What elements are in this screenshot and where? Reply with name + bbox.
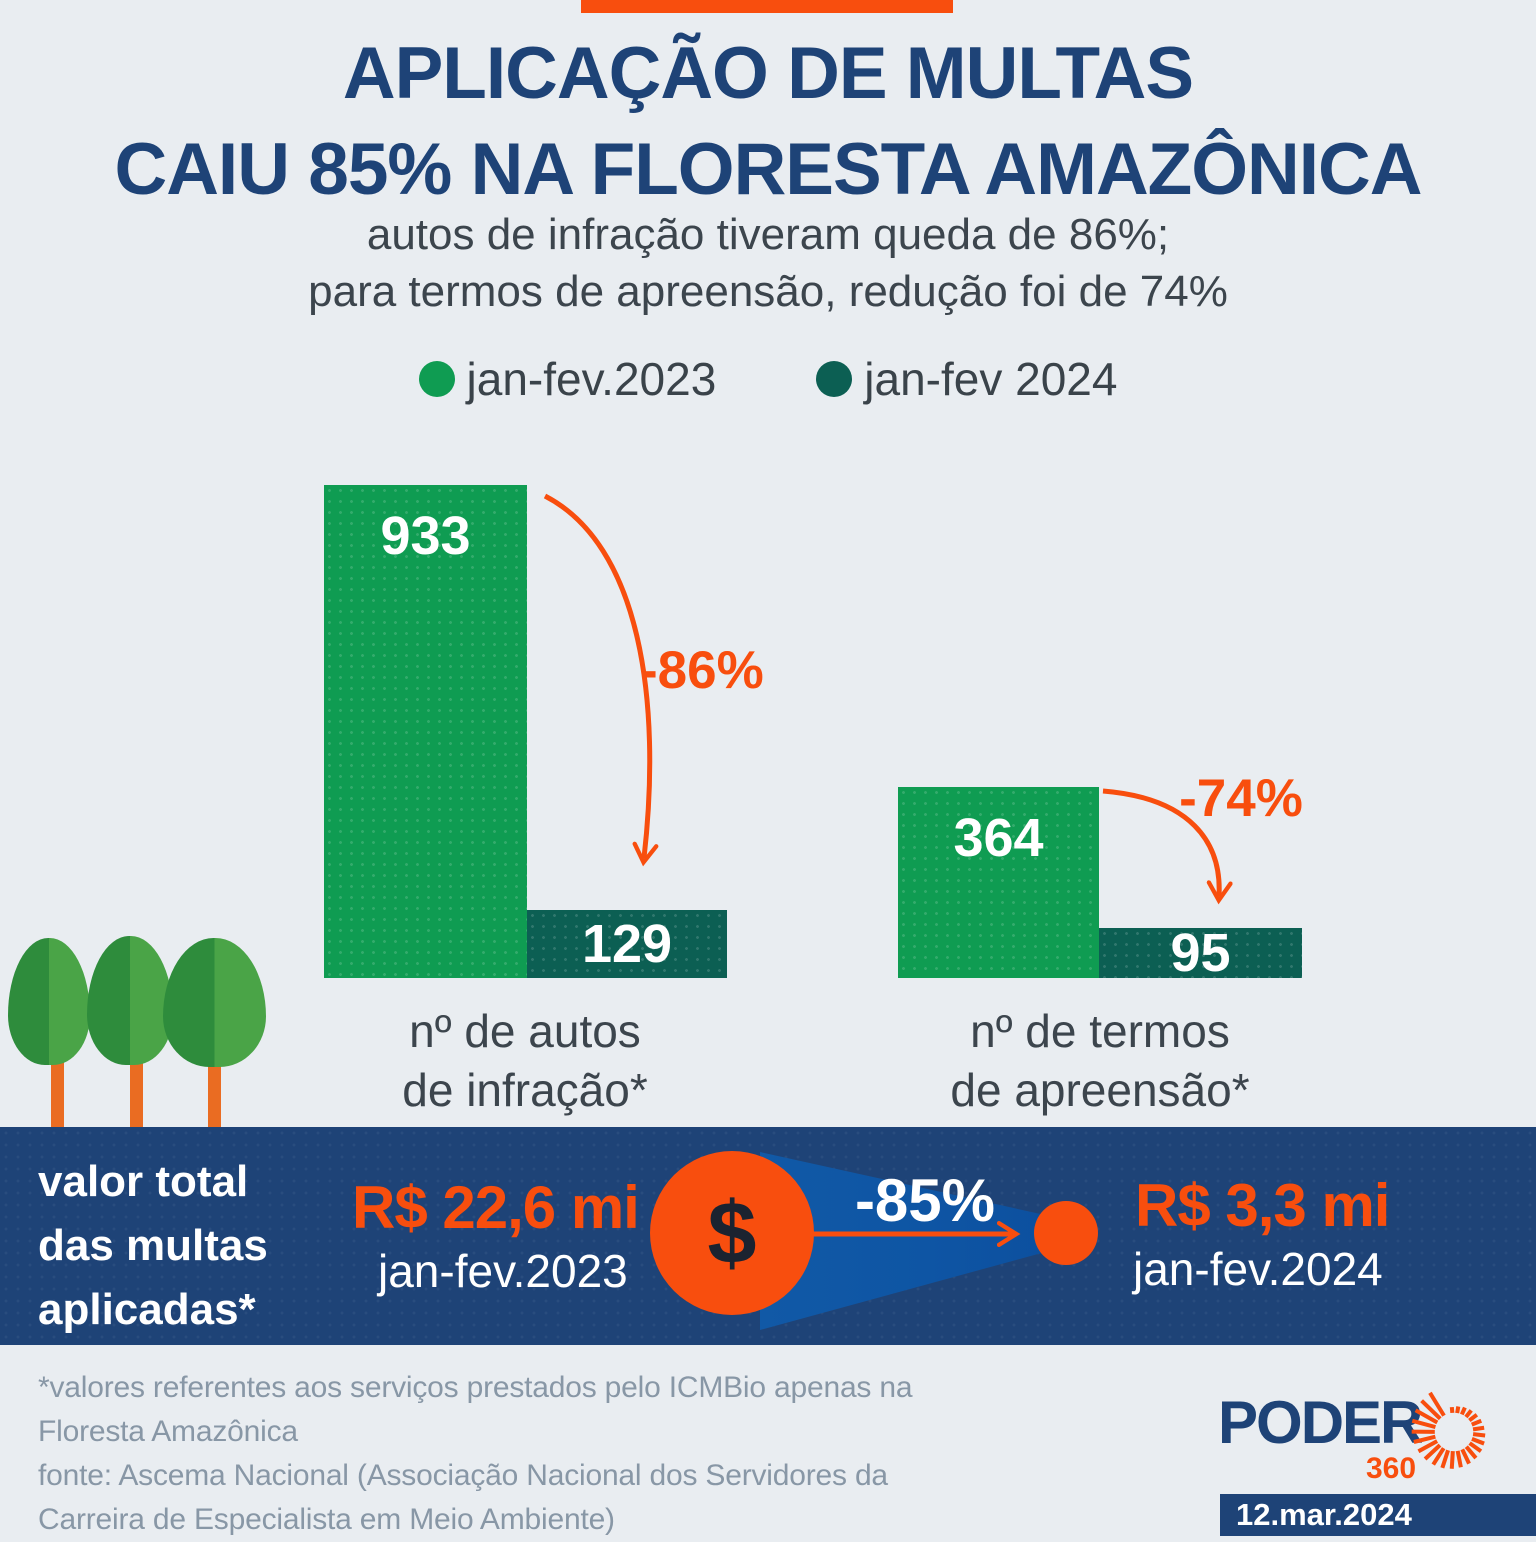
date-label: 12.mar.2024 [1236,1497,1412,1533]
poder-logo-360: 360 [1366,1452,1416,1486]
legend-label-2024: jan-fev 2024 [864,352,1117,406]
dollar-icon: $ [708,1182,757,1284]
caption-termos-line2: de apreensão* [880,1061,1320,1120]
band-label-line2: das multas [38,1214,268,1278]
bar-value-termos-2024: 95 [1099,922,1302,984]
band-label-line1: valor total [38,1150,268,1214]
footnote-line-1: *valores referentes aos serviços prestad… [38,1366,912,1410]
caption-termos: nº de termos de apreensão* [880,1002,1320,1120]
change-label-termos: -74% [1176,768,1306,829]
bar-autos-2023: 933 [324,485,527,978]
band-change-label: -85% [820,1166,1030,1235]
footnote-line-4: Carreira de Especialista em Meio Ambient… [38,1498,912,1542]
bar-termos-2024: 95 [1099,928,1302,978]
caption-autos: nº de autos de infração* [300,1002,750,1120]
curved-decline-arrow-autos-icon [545,496,650,858]
tree-icon [8,938,90,1065]
subtitle-line-2: para termos de apreensão, redução foi de… [0,263,1536,320]
page-title: APLICAÇÃO DE MULTAS CAIU 85% NA FLORESTA… [0,26,1536,219]
subtitle-line-1: autos de infração tiveram queda de 86%; [0,206,1536,263]
tree-icon [87,936,173,1065]
change-label-autos: -86% [640,640,760,701]
shrunk-value-dot-icon [1034,1201,1098,1265]
dollar-circle: $ [650,1151,814,1315]
footnote-line-3: fonte: Ascema Nacional (Associação Nacio… [38,1454,912,1498]
legend-item-2024: jan-fev 2024 [816,352,1117,406]
legend-item-2023: jan-fev.2023 [419,352,717,406]
footnote: *valores referentes aos serviços prestad… [38,1366,912,1542]
legend: jan-fev.2023 jan-fev 2024 [0,352,1536,406]
bar-value-autos-2023: 933 [324,505,527,567]
top-accent-bar [581,0,953,13]
title-line-1: APLICAÇÃO DE MULTAS [0,26,1536,122]
bar-autos-2024: 129 [527,910,727,978]
date-badge: 12.mar.2024 [1220,1494,1536,1536]
legend-dot-2023-icon [419,361,455,397]
after-period: jan-fev.2024 [1133,1246,1383,1292]
bar-value-termos-2023: 364 [898,807,1099,869]
footnote-line-2: Floresta Amazônica [38,1410,912,1454]
before-period: jan-fev.2023 [378,1248,628,1294]
legend-label-2023: jan-fev.2023 [467,352,717,406]
after-value: R$ 3,3 mi [1135,1176,1389,1236]
bar-termos-2023: 364 [898,787,1099,978]
caption-autos-line2: de infração* [300,1061,750,1120]
bar-value-autos-2024: 129 [527,913,727,975]
caption-autos-line1: nº de autos [300,1002,750,1061]
page-subtitle: autos de infração tiveram queda de 86%; … [0,206,1536,320]
band-label: valor total das multas aplicadas* [38,1150,268,1342]
band-label-line3: aplicadas* [38,1278,268,1342]
tree-icon [163,938,266,1067]
poder-logo-text: PODER [1218,1388,1421,1457]
before-value: R$ 22,6 mi [352,1178,639,1238]
caption-termos-line1: nº de termos [880,1002,1320,1061]
legend-dot-2024-icon [816,361,852,397]
title-line-2: CAIU 85% NA FLORESTA AMAZÔNICA [0,122,1536,218]
